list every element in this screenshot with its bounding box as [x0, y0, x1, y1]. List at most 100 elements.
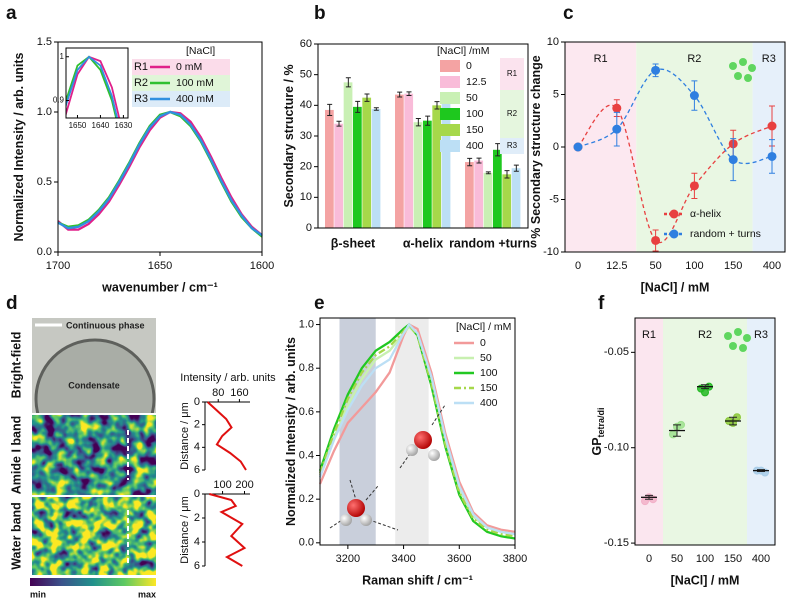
legend-label: 100 [466, 108, 484, 120]
bar [334, 123, 344, 228]
line-series [57, 110, 263, 237]
water-map [32, 497, 156, 575]
y-tick-label: 0.6 [299, 406, 314, 418]
profile-y-title: Distance / μm [179, 496, 191, 563]
error-bar [364, 93, 370, 102]
panel-letter: c [563, 3, 574, 24]
point [728, 155, 738, 165]
legend-title: [NaCl] [186, 45, 215, 57]
error-bar [485, 171, 491, 175]
y-tick-label: -0.10 [604, 442, 629, 454]
profile-x-tick-label: 100 [213, 479, 231, 491]
error-bar [327, 103, 333, 116]
hbond [329, 515, 349, 529]
x-tick-label: 3800 [503, 553, 527, 565]
oxygen [347, 499, 365, 517]
line-series [57, 110, 263, 237]
colorbar-label: max [138, 589, 156, 599]
y-tick-label: 60 [300, 38, 312, 50]
error-bar [673, 424, 681, 437]
bar [343, 82, 353, 228]
region-band [635, 318, 663, 545]
legend-label: 100 [480, 367, 498, 379]
x-tick-label: 400 [752, 553, 770, 565]
bar [441, 97, 451, 229]
y-tick-label: -0.05 [604, 346, 629, 358]
profile-x-tick-label: 80 [212, 387, 224, 399]
error-bar [495, 143, 501, 157]
legend-title: [NaCl] / mM [456, 321, 511, 333]
panel-letter: e [314, 293, 325, 314]
region-band [752, 42, 785, 252]
y-tick-label: 20 [300, 161, 312, 173]
inset-line-series [66, 55, 119, 118]
droplet [748, 64, 756, 72]
point [767, 121, 777, 131]
profile-y-tick-label: 4 [194, 441, 200, 453]
x-tick-label: 400 [763, 260, 781, 272]
plot-frame [65, 47, 129, 119]
y-axis-title-sub: tetra/di [596, 407, 606, 437]
y-tick-label: 0.5 [37, 176, 52, 188]
x-tick-label: 1700 [46, 260, 70, 272]
point [651, 235, 661, 245]
plot-frame [319, 317, 516, 546]
colorbar-label: min [30, 589, 46, 599]
legend-region-label: R1 [507, 69, 518, 78]
x-tick-label: 12.5 [606, 260, 627, 272]
legend-region-label: R2 [134, 77, 148, 89]
legend-swatch [440, 108, 460, 120]
image-label: Continuous phase [66, 320, 145, 330]
y-axis-title: GPtetra/di [590, 407, 606, 455]
droplet [739, 58, 747, 66]
region-label: R1 [642, 329, 656, 341]
bar [371, 109, 381, 228]
condensate-icon [729, 58, 756, 82]
x-axis-title: wavenumber / cm⁻¹ [101, 280, 218, 294]
profile-x-tick-label: 200 [235, 479, 253, 491]
legend-marker [669, 229, 679, 239]
y-axis-title: % Secondary structure change [529, 55, 543, 238]
y-axis-title: Secondary structure / % [282, 64, 296, 207]
oxygen [414, 431, 432, 449]
bright-field-image [32, 318, 156, 413]
bar [432, 105, 442, 228]
x-tick-label: 150 [724, 260, 742, 272]
panel-letter: a [6, 3, 17, 24]
y-tick-label: 0 [306, 222, 312, 234]
y-axis-title: Normalized Intensity / arb. units [12, 52, 26, 241]
y-tick-label: -0.15 [604, 537, 629, 549]
bar [362, 97, 372, 229]
point [612, 103, 622, 113]
legend-swatch [440, 140, 460, 152]
panel-letter: d [6, 293, 18, 314]
bar [465, 162, 474, 228]
legend-label: 50 [466, 92, 478, 104]
legend-region [132, 75, 230, 91]
legend-region-label: R3 [507, 141, 518, 150]
legend-region [500, 90, 524, 138]
x-tick-label: 50 [671, 553, 683, 565]
x-tick-label: 1650 [148, 260, 172, 272]
x-tick-label: 100 [696, 553, 714, 565]
profile-y-tick-label: 0 [194, 396, 200, 408]
legend-label: 0 [466, 60, 472, 72]
error-bar [425, 115, 431, 126]
row-label: Water band [9, 502, 23, 570]
x-axis-title: Raman shift / cm⁻¹ [362, 573, 473, 587]
profile-y-tick-label: 0 [194, 488, 200, 500]
region-label: R3 [762, 53, 776, 65]
bar [502, 174, 512, 228]
line-series [318, 322, 516, 534]
legend-swatch [440, 124, 460, 136]
y-tick-label: 30 [300, 130, 312, 142]
error-bar [355, 100, 361, 113]
bar [404, 93, 414, 229]
image-label: Condensate [68, 380, 120, 390]
x-tick-label: 150 [724, 553, 742, 565]
point [651, 65, 661, 75]
plot-frame [634, 317, 776, 546]
y-tick-label: 0.8 [299, 362, 314, 374]
y-axis-title-main: Normalized Intensity / arb. units [12, 52, 26, 241]
inset-x-tick-label: 1630 [115, 121, 133, 130]
